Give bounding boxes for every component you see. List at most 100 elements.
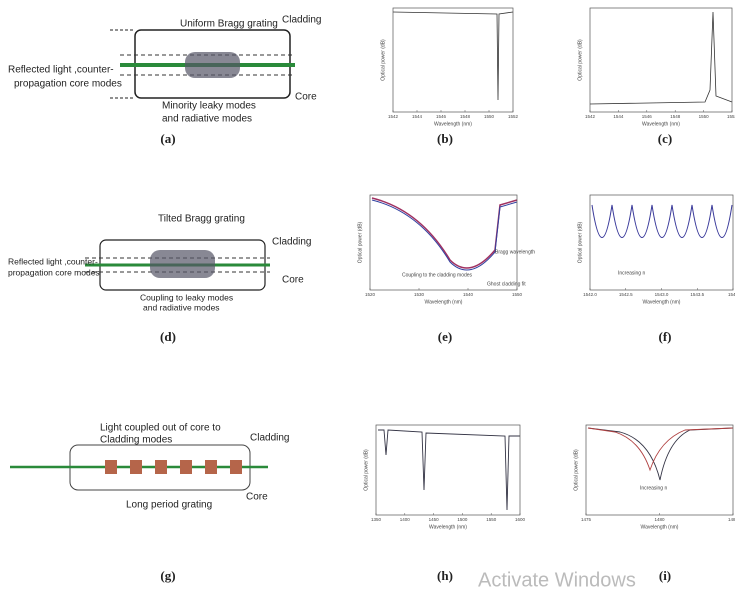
panel-label: (g) — [160, 568, 175, 583]
grating — [105, 460, 242, 474]
y-axis-label: Optical power (dB) — [357, 221, 363, 263]
x-tick-label: 1552 — [727, 114, 735, 119]
label: Uniform Bragg grating — [180, 19, 278, 30]
x-tick-label: 1542 — [388, 114, 399, 119]
x-axis-label: Wavelength (nm) — [643, 299, 681, 305]
diagram-g: Light coupled out of core to Cladding mo… — [10, 423, 289, 511]
grating-period — [105, 460, 117, 474]
label: Core — [246, 492, 268, 503]
x-tick-label: 1546 — [642, 114, 653, 119]
curve — [371, 197, 518, 269]
label: Minority leaky modes — [162, 101, 256, 112]
curve — [392, 11, 514, 101]
grating-period — [230, 460, 242, 474]
label: Reflected light ,counter- — [8, 256, 98, 266]
x-tick-label: 1550 — [699, 114, 710, 119]
x-tick-label: 1550 — [512, 292, 523, 297]
x-tick-label: 1480 — [654, 517, 665, 522]
panel-label: (b) — [437, 131, 453, 146]
plot-frame — [585, 424, 734, 516]
x-tick-label: 1548 — [670, 114, 681, 119]
curve — [591, 204, 733, 238]
plot-frame — [589, 7, 733, 113]
grating-period — [180, 460, 192, 474]
x-tick-label: 1550 — [484, 114, 495, 119]
y-axis-label: Optical power (dB) — [577, 39, 583, 81]
x-tick-label: 1600 — [515, 517, 526, 522]
x-tick-label: 1550 — [486, 517, 497, 522]
annotation: Increasing n — [640, 485, 667, 491]
x-tick-label: 1520 — [365, 292, 376, 297]
label: Long period grating — [126, 500, 212, 511]
x-tick-label: 1475 — [581, 517, 592, 522]
x-tick-label: 1530 — [414, 292, 425, 297]
curve — [371, 199, 518, 271]
curve — [587, 427, 734, 481]
y-axis-label: Optical power (dB) — [380, 39, 386, 81]
x-tick-label: 1543.0 — [655, 292, 669, 297]
curve — [587, 427, 734, 472]
curve — [589, 11, 733, 105]
label: Cladding — [282, 15, 321, 26]
plot-frame — [392, 7, 514, 113]
x-tick-label: 1542.0 — [583, 292, 597, 297]
diagram-a: Uniform Bragg grating Cladding Reflected… — [8, 15, 321, 125]
grating-period — [130, 460, 142, 474]
diagram-d: Tilted Bragg grating Cladding Reflected … — [8, 214, 311, 313]
panel-label: (a) — [160, 131, 175, 146]
label: Cladding modes — [100, 435, 172, 446]
curve — [378, 429, 520, 511]
annotation: Ghost cladding fit — [487, 281, 526, 287]
panel-label: (i) — [659, 568, 671, 583]
x-tick-label: 1485 — [728, 517, 735, 522]
label: propagation core modes — [14, 79, 122, 90]
label: and radiative modes — [162, 114, 252, 125]
y-axis-label: Optical power (dB) — [573, 449, 579, 491]
x-tick-label: 1544 — [412, 114, 423, 119]
x-tick-label: 1544 — [728, 292, 735, 297]
x-tick-label: 1542.5 — [619, 292, 633, 297]
label: Cladding — [272, 237, 311, 248]
y-axis-label: Optical power (dB) — [577, 221, 583, 263]
label: and radiative modes — [143, 302, 220, 312]
x-tick-label: 1543.5 — [690, 292, 704, 297]
panel-label: (h) — [437, 568, 453, 583]
label: Reflected light ,counter- — [8, 65, 114, 76]
panel-label: (f) — [659, 329, 672, 344]
x-tick-label: 1552 — [508, 114, 519, 119]
x-tick-label: 1500 — [457, 517, 468, 522]
watermark: Activate Windows — [478, 569, 636, 591]
label: Light coupled out of core to — [100, 423, 221, 434]
x-tick-label: 1540 — [463, 292, 474, 297]
x-axis-label: Wavelength (nm) — [429, 524, 467, 530]
label: Core — [295, 92, 317, 103]
annotation: Increasing n — [618, 270, 645, 276]
x-tick-label: 1544 — [613, 114, 624, 119]
label: Coupling to leaky modes — [140, 292, 233, 302]
x-axis-label: Wavelength (nm) — [425, 299, 463, 305]
grating-period — [205, 460, 217, 474]
panel-label: (c) — [658, 131, 672, 146]
label: Tilted Bragg grating — [158, 214, 245, 225]
x-tick-label: 1400 — [400, 517, 411, 522]
label: Cladding — [250, 433, 289, 444]
y-axis-label: Optical power (dB) — [363, 449, 369, 491]
x-axis-label: Wavelength (nm) — [434, 121, 472, 127]
x-tick-label: 1548 — [460, 114, 471, 119]
x-tick-label: 1350 — [371, 517, 382, 522]
plot-frame — [375, 424, 521, 516]
x-tick-label: 1546 — [436, 114, 447, 119]
plot-frame — [369, 194, 518, 291]
x-axis-label: Wavelength (nm) — [642, 121, 680, 127]
panel-label: (e) — [438, 329, 452, 344]
x-axis-label: Wavelength (nm) — [641, 524, 679, 530]
annotation: Coupling to the cladding modes — [402, 272, 473, 278]
annotation: Bragg wavelength — [495, 249, 535, 255]
grating-period — [155, 460, 167, 474]
x-tick-label: 1450 — [429, 517, 440, 522]
label: Core — [282, 275, 304, 286]
label: propagation core modes — [8, 267, 100, 277]
x-tick-label: 1542 — [585, 114, 596, 119]
grating — [185, 52, 240, 78]
